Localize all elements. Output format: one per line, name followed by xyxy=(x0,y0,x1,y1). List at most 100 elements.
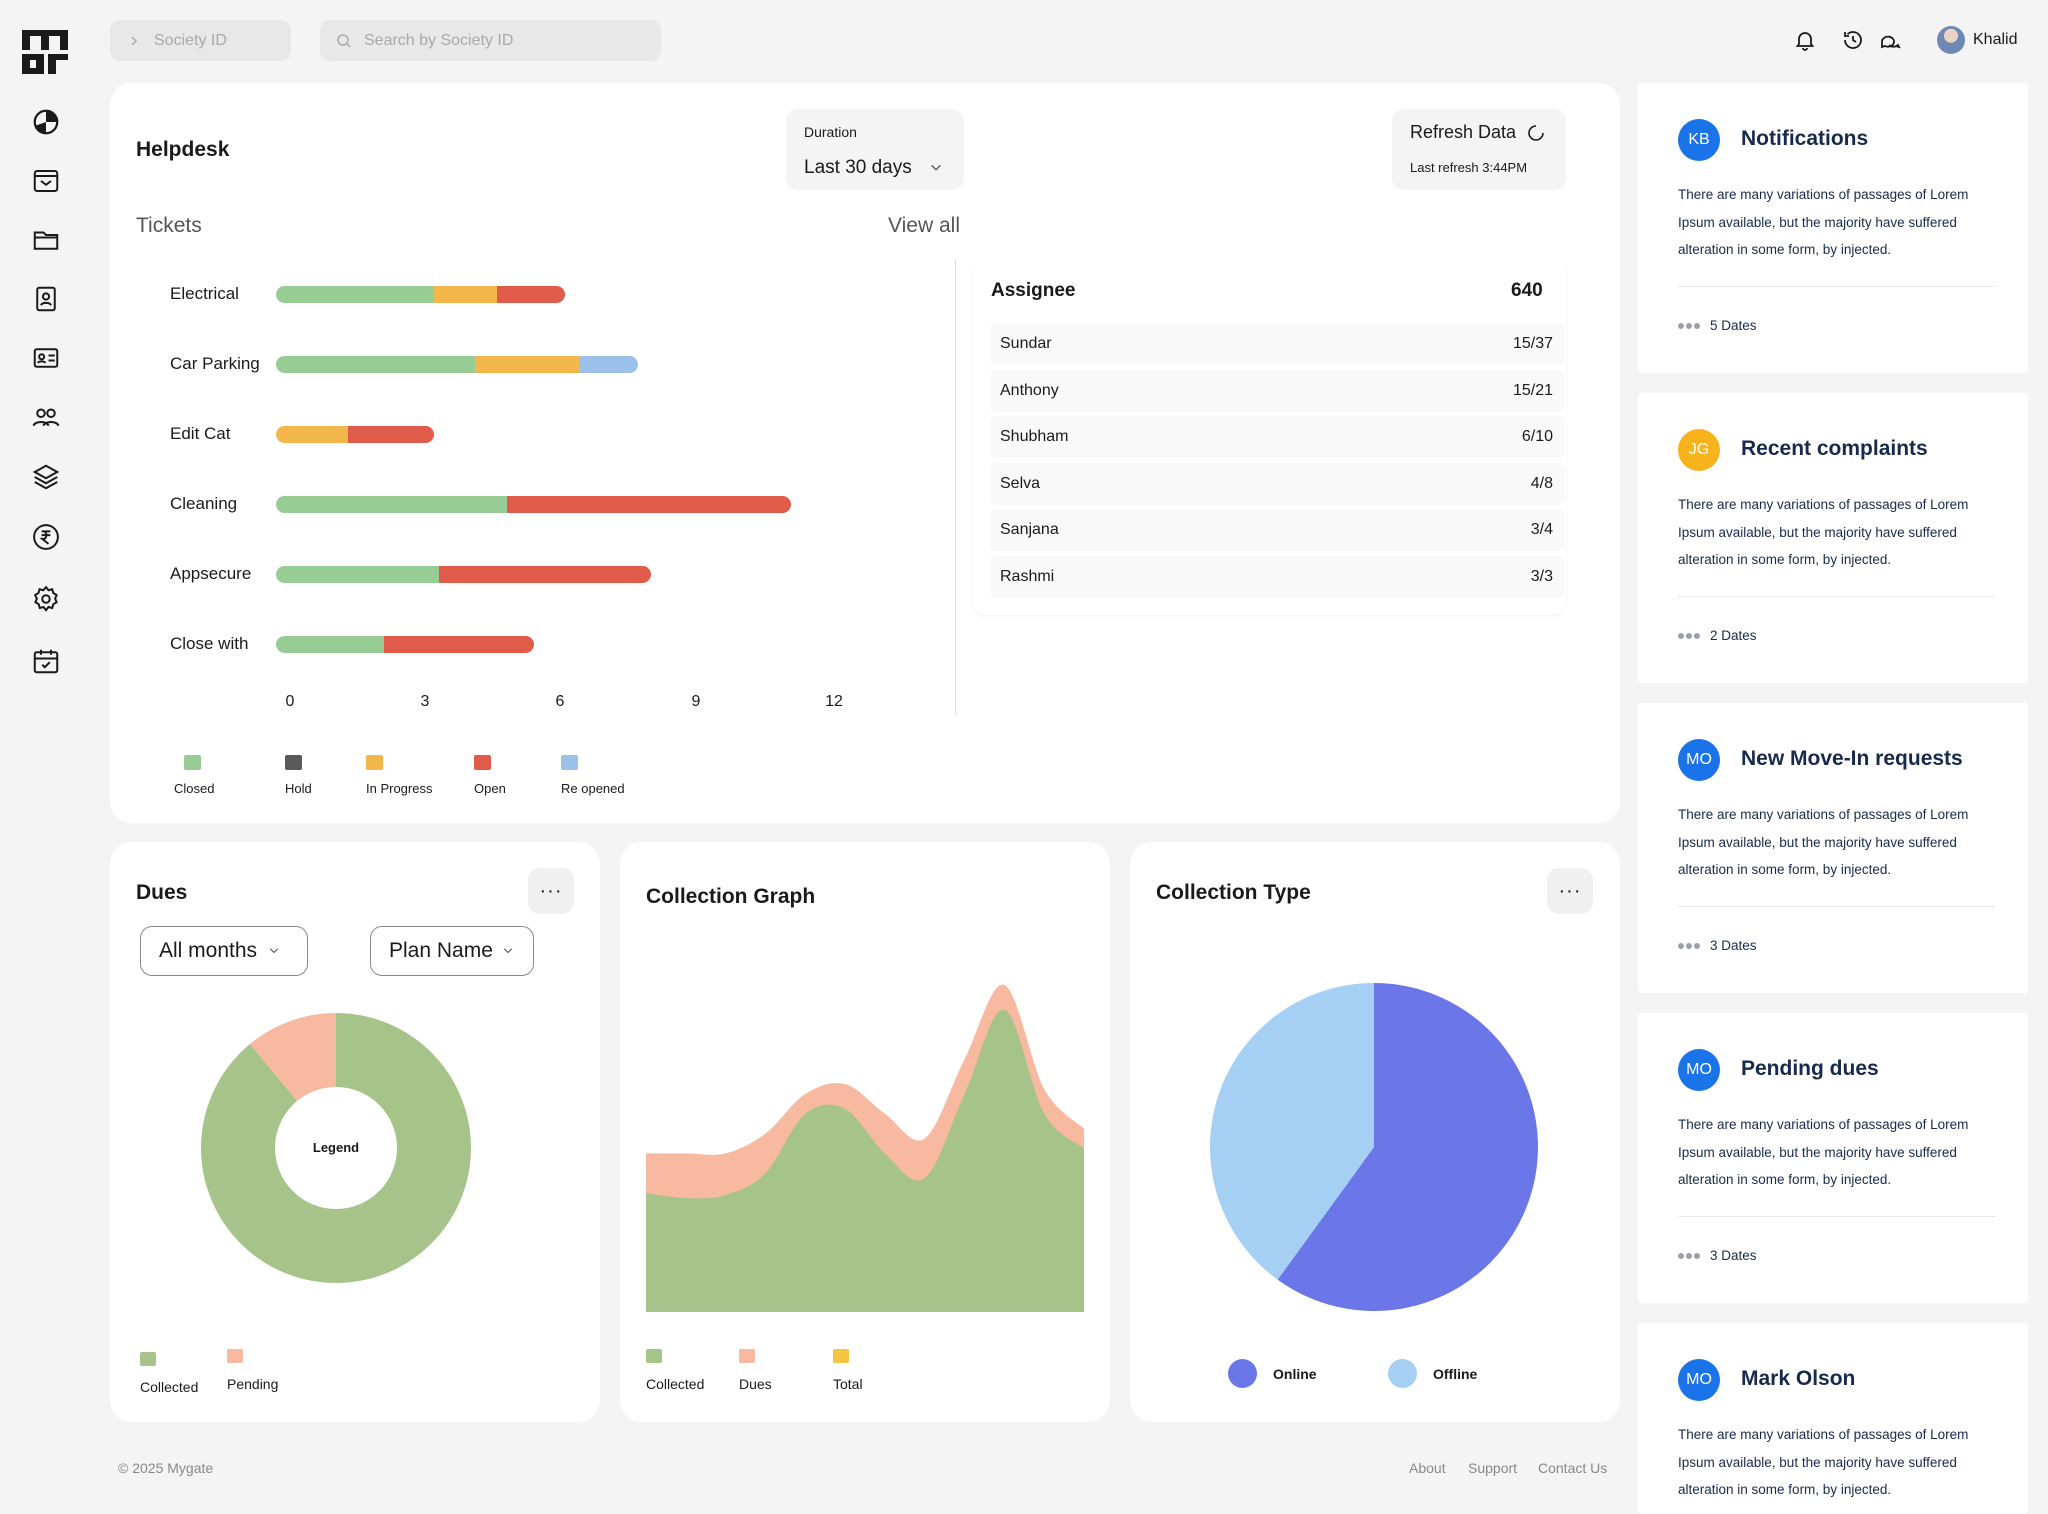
notification-card[interactable]: MO Mark Olson There are many variations of… xyxy=(1638,1323,2028,1514)
dates-link[interactable]: 5 Dates xyxy=(1678,318,1757,333)
society-id-field[interactable]: Society ID xyxy=(110,20,291,61)
bar-row[interactable] xyxy=(276,566,652,583)
bar-segment[interactable] xyxy=(276,426,349,443)
layers-box-icon[interactable] xyxy=(28,459,64,495)
assignee-row[interactable]: Shubham 6/10 xyxy=(990,416,1565,458)
folder-icon[interactable] xyxy=(28,222,64,258)
dashboard-pie-icon[interactable] xyxy=(28,104,64,140)
mygate-logo[interactable] xyxy=(22,30,68,74)
search-icon xyxy=(337,33,351,48)
assignee-count: 4/8 xyxy=(1530,474,1553,492)
bar-segment[interactable] xyxy=(506,496,792,513)
avatar: MO xyxy=(1678,1359,1720,1401)
bar-segment[interactable] xyxy=(438,566,652,583)
rupee-icon[interactable] xyxy=(28,519,64,555)
collection-area-chart xyxy=(646,984,1084,1312)
assignee-name: Sundar xyxy=(1000,335,1052,352)
bar-segment[interactable] xyxy=(276,636,385,653)
notification-title: New Move-In requests xyxy=(1741,747,1963,770)
pie-slice-online[interactable] xyxy=(1277,983,1538,1311)
notification-card[interactable]: JG Recent complaints There are many variat… xyxy=(1638,393,2028,683)
pie-slice-offline[interactable] xyxy=(1210,983,1374,1280)
legend-pending: Pending xyxy=(227,1349,278,1392)
assignee-row[interactable]: Selva 4/8 xyxy=(990,462,1565,505)
users-group-icon[interactable] xyxy=(28,399,64,435)
search-input[interactable]: Search by Society ID xyxy=(320,20,661,61)
avatar: JG xyxy=(1678,429,1720,471)
bar-row[interactable] xyxy=(276,426,435,443)
assignee-name: Anthony xyxy=(1000,381,1059,399)
assignee-title: Assignee xyxy=(991,280,1076,301)
collection-type-pie-chart xyxy=(1210,983,1538,1311)
inbox-icon[interactable] xyxy=(28,163,64,199)
bar-segment[interactable] xyxy=(348,426,435,443)
assignee-row[interactable]: Sundar 15/37 xyxy=(990,323,1565,365)
legend-collected: Collected xyxy=(140,1352,198,1395)
support-link[interactable]: Support xyxy=(1468,1460,1518,1476)
area-series-collected[interactable] xyxy=(646,1009,1084,1312)
assignee-row[interactable]: Anthony 15/21 xyxy=(990,369,1565,412)
bar-label: Car Parking xyxy=(170,354,260,373)
settings-gear-icon[interactable] xyxy=(28,581,64,617)
contact-book-icon[interactable] xyxy=(28,281,64,317)
assignee-row[interactable]: Rashmi 3/3 xyxy=(990,555,1565,598)
bar-segment[interactable] xyxy=(276,286,435,303)
dates-label: 5 Dates xyxy=(1710,318,1757,333)
chevron-down-icon xyxy=(931,164,941,171)
x-tick-label: 9 xyxy=(691,693,701,710)
notification-title: Pending dues xyxy=(1741,1057,1879,1080)
collection-type-title: Collection Type xyxy=(1156,881,1311,904)
legend-re-opened: Re opened xyxy=(561,755,625,796)
notification-card[interactable]: MO Pending dues There are many variations … xyxy=(1638,1013,2028,1303)
about-link[interactable]: About xyxy=(1409,1460,1446,1476)
bar-segment[interactable] xyxy=(474,356,579,373)
refresh-data-button[interactable]: Refresh Data Last refresh 3:44PM xyxy=(1392,109,1566,190)
bar-row[interactable] xyxy=(276,496,792,513)
bell-icon[interactable] xyxy=(1793,28,1817,52)
contact-us-link[interactable]: Contact Us xyxy=(1538,1460,1608,1476)
notification-card[interactable]: KB Notifications There are many variations… xyxy=(1638,83,2028,373)
bar-segment[interactable] xyxy=(276,566,439,583)
notification-card[interactable]: MO New Move-In requests There are many var… xyxy=(1638,703,2028,993)
avatar: KB xyxy=(1678,119,1720,161)
dates-link[interactable]: 2 Dates xyxy=(1678,628,1757,643)
dues-more-button[interactable]: ··· xyxy=(528,868,574,914)
bar-segment[interactable] xyxy=(434,286,498,303)
bar-row[interactable] xyxy=(276,286,566,303)
bar-segment[interactable] xyxy=(276,496,507,513)
assignee-row[interactable]: Sanjana 3/4 xyxy=(990,509,1565,551)
dates-link[interactable]: 3 Dates xyxy=(1678,1248,1757,1263)
bar-segment[interactable] xyxy=(497,286,566,303)
notification-title: Mark Olson xyxy=(1741,1367,1856,1390)
more-dots-icon xyxy=(1678,1252,1702,1259)
dates-label: 3 Dates xyxy=(1710,938,1757,953)
plan-dropdown-value: Plan Name xyxy=(389,939,493,962)
bar-row[interactable] xyxy=(276,356,638,373)
view-all-link[interactable]: View all xyxy=(888,214,960,237)
bar-segment[interactable] xyxy=(578,356,638,373)
collection-type-more-button[interactable]: ··· xyxy=(1547,868,1593,914)
user-profile[interactable]: Khalid xyxy=(1937,24,2017,56)
chat-icon[interactable] xyxy=(1878,28,1902,52)
legend-offline: Offline xyxy=(1388,1359,1477,1388)
dates-label: 3 Dates xyxy=(1710,1248,1757,1263)
duration-dropdown[interactable]: Duration Last 30 days xyxy=(786,109,964,190)
history-icon[interactable] xyxy=(1841,28,1865,52)
avatar: MO xyxy=(1678,739,1720,781)
sidebar xyxy=(0,0,92,1514)
assignee-total: 640 xyxy=(1511,280,1543,301)
chevron-right-icon xyxy=(131,35,138,46)
dates-link[interactable]: 3 Dates xyxy=(1678,938,1757,953)
months-dropdown[interactable]: All months xyxy=(140,926,308,976)
months-dropdown-value: All months xyxy=(159,939,258,962)
legend-closed: Closed xyxy=(174,755,214,796)
plan-name-dropdown[interactable]: Plan Name xyxy=(370,926,534,976)
bar-segment[interactable] xyxy=(384,636,534,653)
avatar: MO xyxy=(1678,1049,1720,1091)
assignee-count: 3/4 xyxy=(1530,521,1553,538)
calendar-check-icon[interactable] xyxy=(28,643,64,679)
bar-row[interactable] xyxy=(276,636,534,653)
dates-label: 2 Dates xyxy=(1710,628,1757,643)
id-card-icon[interactable] xyxy=(28,340,64,376)
bar-segment[interactable] xyxy=(276,356,475,373)
